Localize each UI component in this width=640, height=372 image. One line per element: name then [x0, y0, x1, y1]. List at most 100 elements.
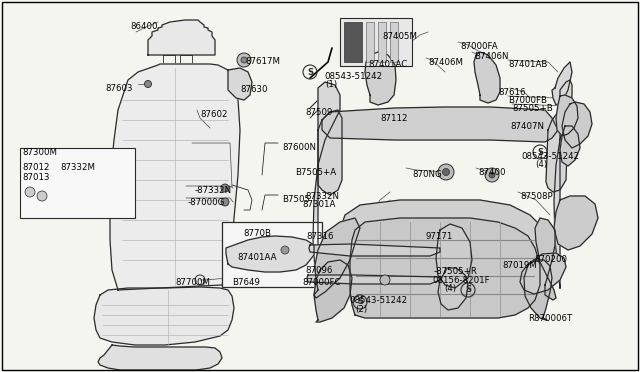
- Text: B7406N: B7406N: [474, 52, 509, 61]
- Text: 87000FA: 87000FA: [460, 42, 498, 51]
- Text: -87332N: -87332N: [195, 186, 232, 195]
- Circle shape: [442, 169, 449, 176]
- Text: 8770B: 8770B: [243, 229, 271, 238]
- Circle shape: [241, 57, 247, 63]
- Circle shape: [380, 275, 390, 285]
- Polygon shape: [554, 196, 598, 250]
- Polygon shape: [228, 68, 252, 100]
- Bar: [222, 222, 322, 287]
- Circle shape: [281, 246, 289, 254]
- Polygon shape: [98, 345, 222, 370]
- Text: 87600N: 87600N: [282, 143, 316, 152]
- Text: (2): (2): [355, 305, 367, 314]
- Text: 08543-51242: 08543-51242: [324, 72, 382, 81]
- Text: 87700M: 87700M: [175, 278, 210, 287]
- Circle shape: [25, 187, 35, 197]
- Polygon shape: [524, 260, 552, 320]
- Text: 87630: 87630: [240, 85, 268, 94]
- Polygon shape: [560, 126, 580, 166]
- Text: 87332N: 87332N: [305, 192, 339, 201]
- Polygon shape: [350, 218, 540, 318]
- Polygon shape: [340, 200, 548, 278]
- Text: 87401AC: 87401AC: [368, 60, 407, 69]
- Text: 87112: 87112: [380, 114, 408, 123]
- Text: B7505+A: B7505+A: [295, 168, 336, 177]
- Polygon shape: [94, 287, 234, 345]
- Bar: [390, 22, 398, 62]
- Text: 87407N: 87407N: [510, 122, 544, 131]
- Text: 86400: 86400: [130, 22, 157, 31]
- Polygon shape: [322, 107, 558, 142]
- Text: 87400: 87400: [478, 168, 506, 177]
- Text: 08156-8201F: 08156-8201F: [432, 276, 490, 285]
- Polygon shape: [314, 218, 360, 298]
- Text: 87332M: 87332M: [60, 163, 95, 172]
- Text: 87300M: 87300M: [22, 148, 57, 157]
- Circle shape: [221, 184, 229, 192]
- Text: 87406M: 87406M: [428, 58, 463, 67]
- Text: 87000FC: 87000FC: [302, 278, 340, 287]
- Polygon shape: [309, 244, 440, 256]
- Text: 870200: 870200: [534, 255, 567, 264]
- Text: 87505+B: 87505+B: [512, 104, 553, 113]
- Text: S: S: [307, 67, 313, 77]
- Text: 870NG: 870NG: [412, 170, 442, 179]
- Polygon shape: [535, 218, 556, 300]
- Text: -87505+R: -87505+R: [434, 267, 478, 276]
- Text: 87508P: 87508P: [520, 192, 552, 201]
- Circle shape: [489, 172, 495, 178]
- Polygon shape: [313, 82, 340, 290]
- Text: 08543-51242: 08543-51242: [521, 152, 579, 161]
- Polygon shape: [307, 275, 440, 284]
- Text: 87096: 87096: [305, 266, 332, 275]
- Bar: [378, 22, 386, 62]
- Polygon shape: [554, 80, 572, 288]
- Text: 87603: 87603: [105, 84, 132, 93]
- Polygon shape: [314, 260, 352, 322]
- Text: R870006T: R870006T: [528, 314, 572, 323]
- Text: 87019M: 87019M: [502, 261, 537, 270]
- Text: 87602: 87602: [200, 110, 227, 119]
- Polygon shape: [148, 20, 215, 55]
- Text: 87013: 87013: [22, 173, 49, 182]
- Text: 87405M: 87405M: [382, 32, 417, 41]
- Text: 87316: 87316: [306, 232, 333, 241]
- Text: 87509: 87509: [305, 108, 332, 117]
- Polygon shape: [552, 62, 572, 105]
- Polygon shape: [520, 253, 566, 294]
- Polygon shape: [474, 52, 500, 103]
- Circle shape: [221, 198, 229, 206]
- Polygon shape: [318, 110, 342, 195]
- Text: S: S: [537, 148, 543, 157]
- Circle shape: [438, 164, 454, 180]
- Text: S: S: [465, 285, 471, 295]
- Circle shape: [37, 191, 47, 201]
- Polygon shape: [365, 52, 396, 105]
- Text: (1): (1): [325, 80, 337, 89]
- Text: -87000G: -87000G: [188, 198, 225, 207]
- Polygon shape: [436, 224, 472, 288]
- Text: 87617M: 87617M: [245, 57, 280, 66]
- Text: 87012: 87012: [22, 163, 49, 172]
- Circle shape: [145, 80, 152, 87]
- Circle shape: [485, 168, 499, 182]
- Bar: [344, 22, 362, 62]
- Polygon shape: [546, 110, 568, 192]
- Polygon shape: [110, 64, 240, 290]
- Text: 08543-51242: 08543-51242: [349, 296, 407, 305]
- Text: B7000FB: B7000FB: [508, 96, 547, 105]
- Bar: [366, 22, 374, 62]
- Polygon shape: [556, 95, 578, 136]
- Text: (4): (4): [444, 284, 456, 293]
- Text: 87401AA: 87401AA: [237, 253, 276, 262]
- Polygon shape: [438, 268, 468, 310]
- Text: S: S: [357, 298, 363, 307]
- Text: (4): (4): [535, 160, 547, 169]
- Text: B7649: B7649: [232, 278, 260, 287]
- Text: 87301A: 87301A: [302, 200, 335, 209]
- Polygon shape: [226, 236, 314, 272]
- Text: B7505: B7505: [282, 195, 310, 204]
- Polygon shape: [562, 102, 592, 148]
- Text: 87616: 87616: [498, 88, 525, 97]
- Text: 87401AB: 87401AB: [508, 60, 547, 69]
